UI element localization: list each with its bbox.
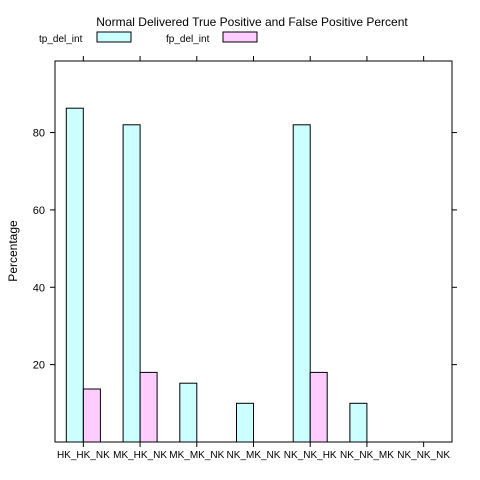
y-axis-ticks: 20 40 60 80 [33,128,457,372]
legend-swatch-tp [96,31,132,43]
bars [65,107,368,443]
plot-frame [54,60,453,443]
x-tick-label: NK_NK_MK [340,450,394,461]
bar-tp_del_int-NK_NK_HK [292,124,311,443]
x-tick-label: NK_NK_HK [284,450,337,461]
bar-tp_del_int-HK_HK_NK [65,107,84,443]
x-axis-ticks: HK_HK_NK MK_HK_NK MK_MK_NK NK_MK_NK NK_NK_HK… [57,56,450,461]
y-tick-label: 80 [33,128,45,140]
bar-tp_del_int-MK_MK_NK [179,382,198,443]
bar-fp_del_int-MK_HK_NK [139,371,158,443]
y-axis-label: Percentage [6,220,20,282]
bar-tp_del_int-MK_HK_NK [122,124,141,443]
x-tick-label: MK_HK_NK [113,450,167,461]
bar-tp_del_int-NK_MK_NK [236,402,254,443]
x-tick-label: MK_MK_NK [169,450,224,461]
x-tick-label: HK_HK_NK [57,450,110,461]
x-tick-label: NK_MK_NK [227,450,281,461]
legend-label-fp: fp_del_int [166,34,210,45]
bar-tp_del_int-NK_NK_MK [349,402,368,443]
chart-title: Normal Delivered True Positive and False… [96,15,408,29]
legend: tp_del_int fp_del_int [39,31,258,45]
bar-fp_del_int-NK_NK_HK [309,371,328,443]
legend-label-tp: tp_del_int [39,34,83,45]
bar-fp_del_int-HK_HK_NK [82,388,101,443]
y-tick-label: 20 [33,360,45,372]
legend-swatch-fp [222,31,258,43]
y-tick-label: 60 [33,205,45,217]
x-tick-label: NK_NK_NK [397,450,450,461]
y-tick-label: 40 [33,282,45,294]
